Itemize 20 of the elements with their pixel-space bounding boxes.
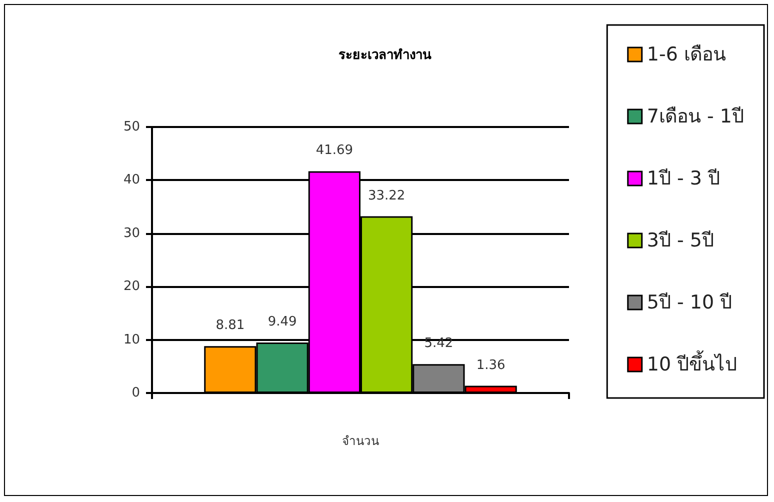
y-tick-label: 30 xyxy=(123,226,140,241)
data-label: 8.81 xyxy=(216,318,245,334)
y-tick-label: 50 xyxy=(123,120,140,134)
data-label: 1.36 xyxy=(476,358,506,373)
data-label: 41.69 xyxy=(316,143,354,158)
y-tick-label: 0 xyxy=(132,386,140,400)
legend-label: 3ปี - 5ปี xyxy=(646,230,714,252)
y-tick-label: 40 xyxy=(123,172,140,188)
data-label: 9.49 xyxy=(268,314,297,330)
legend-label: 5ปี - 10 ปี xyxy=(646,292,732,314)
chart-title: ระยะเวลาทำงาน xyxy=(338,47,432,63)
y-tick-label: 10 xyxy=(123,332,140,348)
legend-label: 1-6 เดือน xyxy=(646,44,726,66)
x-axis-title: จำนวน xyxy=(342,434,379,448)
data-label: 5.42 xyxy=(424,336,454,352)
legend-label: 10 ปีขึ้นไป xyxy=(646,350,738,376)
y-tick-label: 20 xyxy=(123,279,140,294)
data-label: 33.22 xyxy=(368,188,406,204)
legend-label: 7เดือน - 1ปี xyxy=(646,106,744,128)
legend-label: 1ปี - 3 ปี xyxy=(646,168,720,190)
